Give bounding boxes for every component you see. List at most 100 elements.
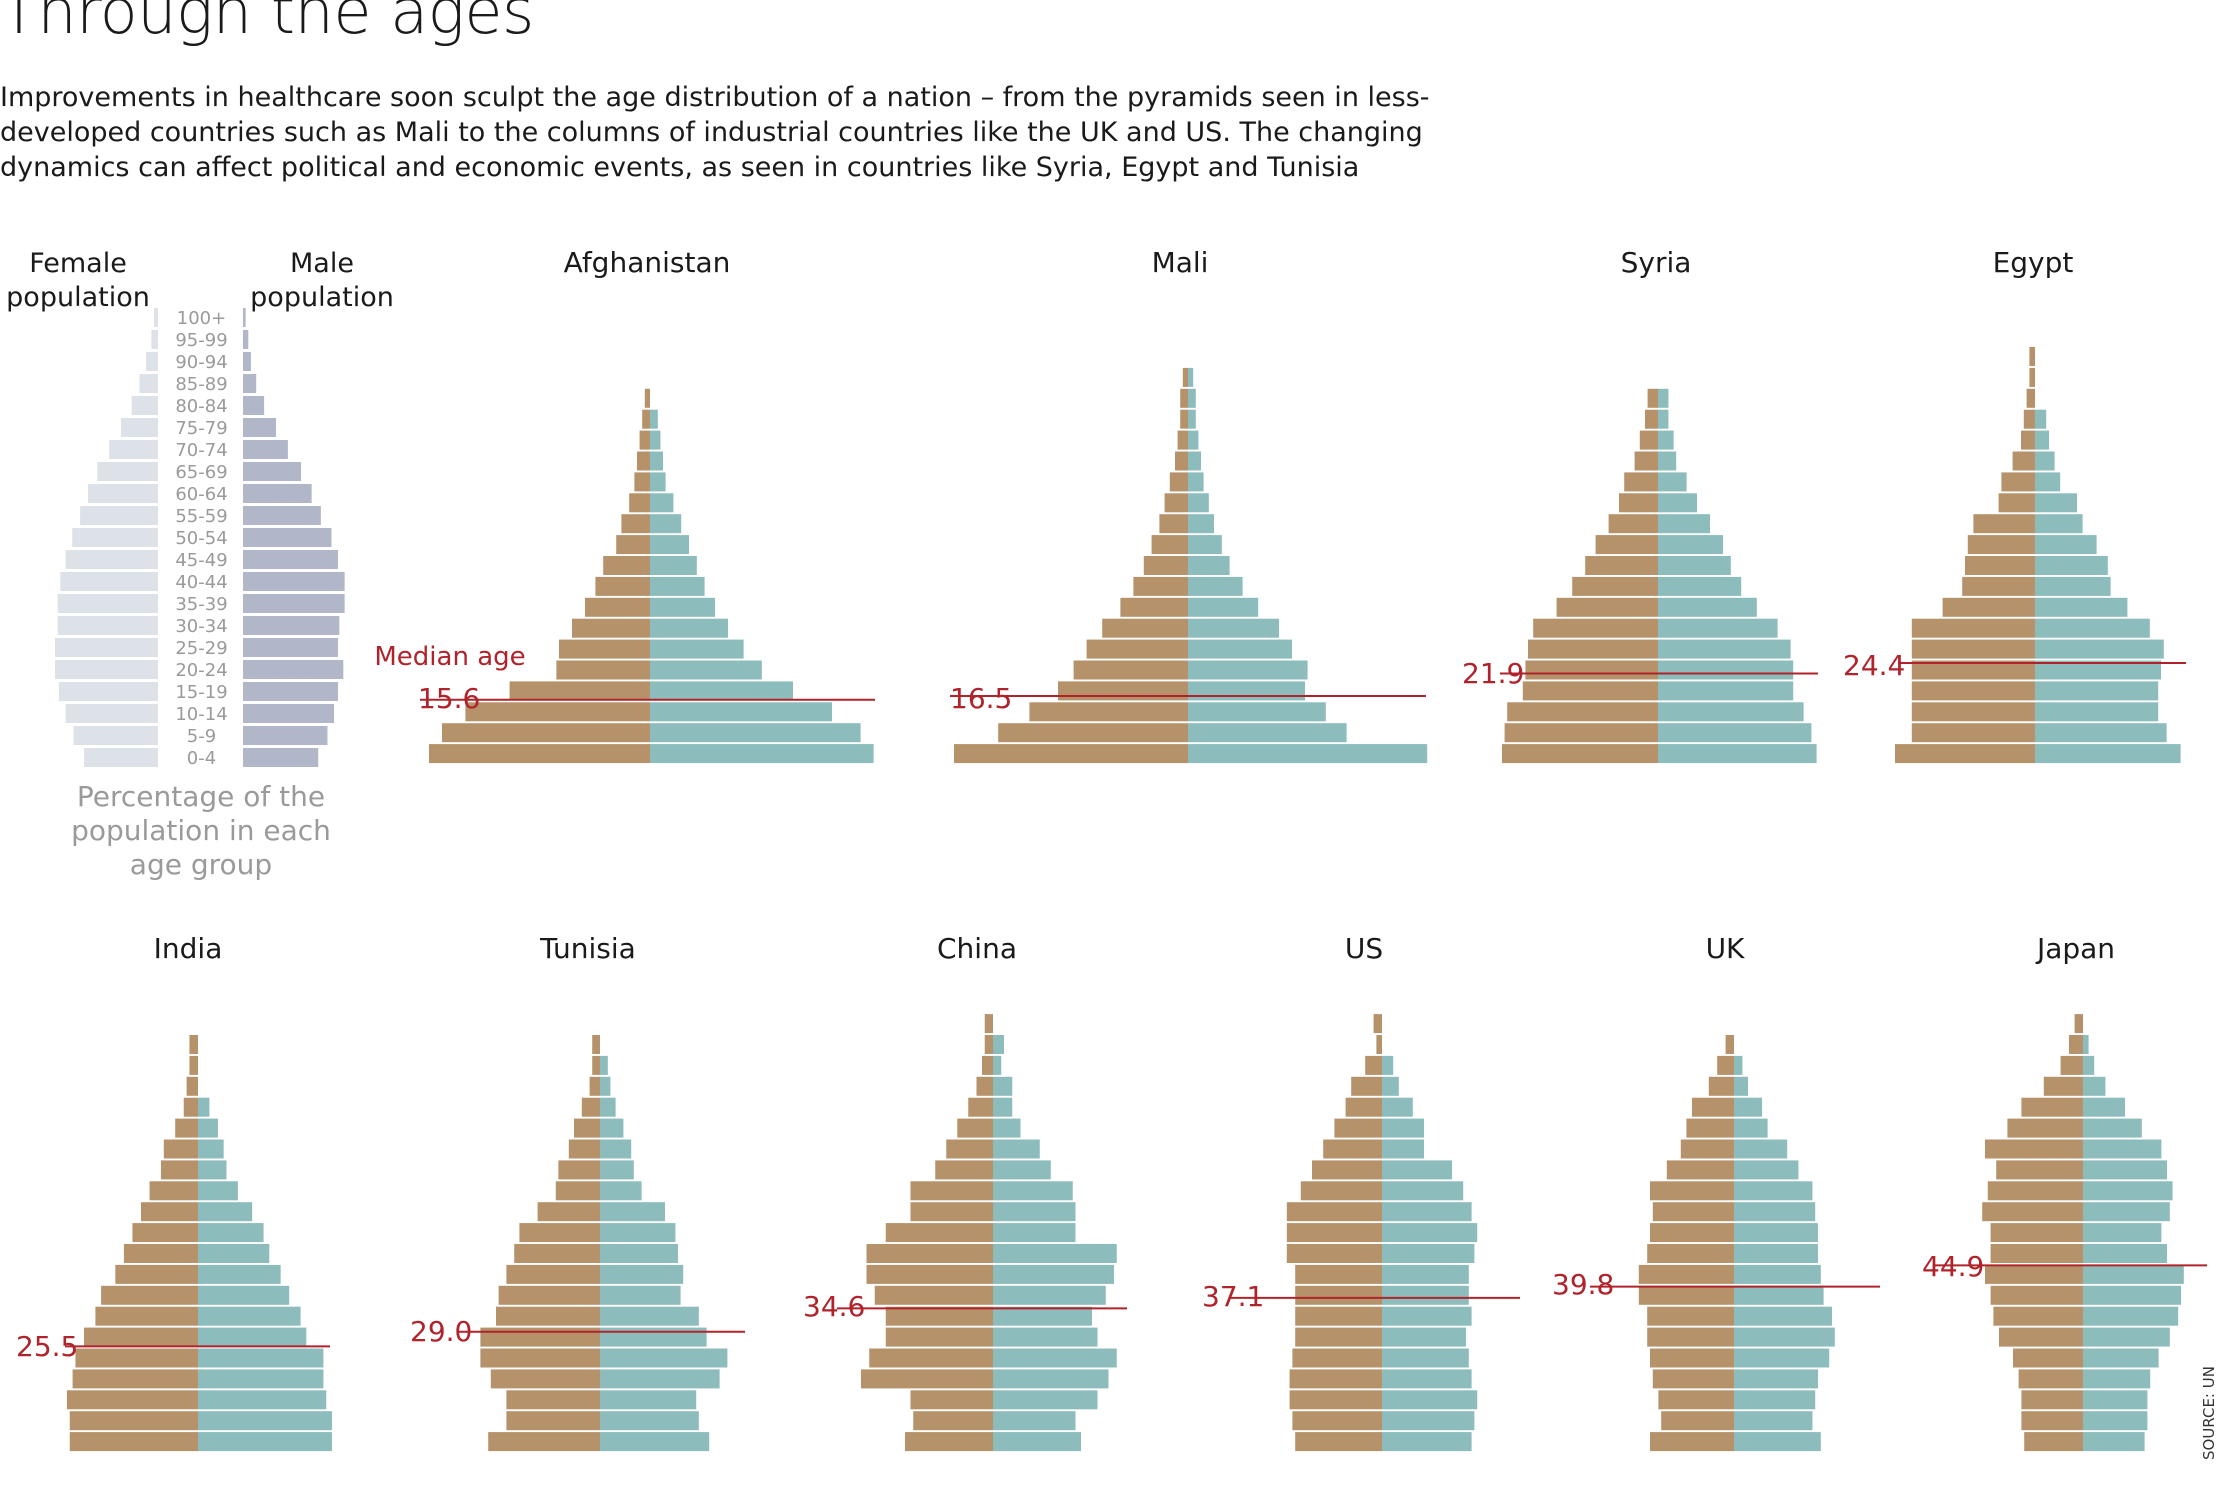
female-bar (866, 1244, 993, 1263)
female-bar (1967, 535, 2035, 555)
female-bar (1286, 1244, 1382, 1263)
female-bar (910, 1181, 993, 1201)
male-bar (1188, 639, 1292, 659)
median-age-value: 44.9 (1922, 1250, 1984, 1283)
male-bar (1188, 430, 1199, 450)
male-bar (1734, 1411, 1813, 1431)
female-bar (1658, 1390, 1734, 1410)
male-bar (198, 1223, 264, 1243)
male-bar (600, 1369, 720, 1389)
male-bar (993, 1202, 1076, 1222)
legend-female-bar (72, 528, 158, 547)
male-bar (1734, 1076, 1748, 1096)
legend-age-label: 0-4 (187, 748, 216, 769)
male-bar (1658, 388, 1669, 408)
male-bar (993, 1076, 1013, 1096)
male-bar (650, 576, 705, 596)
male-bar (2083, 1369, 2151, 1389)
female-bar (1289, 1390, 1382, 1410)
male-bar (2083, 1160, 2167, 1180)
female-bar (1522, 681, 1658, 701)
legend-female-bar (139, 374, 158, 393)
female-bar (1987, 1181, 2083, 1201)
female-bar (506, 1411, 600, 1431)
male-bar (993, 1097, 1013, 1117)
male-bar (1658, 451, 1677, 471)
legend-male-bar (243, 352, 251, 371)
male-bar (1658, 472, 1687, 492)
female-bar (175, 1118, 198, 1138)
legend-male-bar (243, 462, 302, 481)
legend-age-label: 75-79 (175, 418, 227, 439)
median-age-value: 21.9 (1462, 657, 1524, 690)
female-bar (946, 1139, 993, 1159)
female-bar (1312, 1160, 1382, 1180)
male-bar (993, 1432, 1081, 1452)
male-bar (198, 1285, 290, 1305)
male-bar (1734, 1369, 1818, 1389)
legend-age-label: 40-44 (175, 572, 227, 593)
female-bar (84, 1327, 198, 1347)
legend-age-label: 85-89 (175, 374, 227, 395)
male-bar (2083, 1139, 2162, 1159)
female-bar (1556, 597, 1658, 617)
male-bar (1734, 1285, 1824, 1305)
female-bar (1507, 702, 1658, 722)
female-bar (1120, 597, 1188, 617)
male-bar (2035, 472, 2061, 492)
female-bar (1650, 1348, 1734, 1368)
female-bar (1029, 702, 1188, 722)
female-bar (1895, 744, 2035, 764)
male-bar (993, 1139, 1040, 1159)
female-bar (874, 1285, 993, 1305)
female-bar (1086, 639, 1188, 659)
female-bar (621, 514, 650, 534)
male-bar (2083, 1076, 2106, 1096)
page-subtitle: Improvements in healthcare soon sculpt t… (0, 82, 1430, 183)
male-bar (2035, 660, 2161, 680)
male-bar (1188, 493, 1209, 513)
male-bar (1734, 1055, 1743, 1075)
male-bar (1188, 514, 1214, 534)
male-bar (650, 744, 874, 764)
female-bar (1652, 1202, 1734, 1222)
female-bar (1692, 1097, 1734, 1117)
male-bar (600, 1327, 707, 1347)
legend-age-label: 70-74 (175, 440, 227, 461)
male-bar (1734, 1327, 1835, 1347)
male-bar (2035, 493, 2077, 513)
male-bar (1658, 723, 1812, 743)
female-bar (1650, 1432, 1734, 1452)
legend-male-bar (243, 484, 312, 503)
male-bar (2035, 409, 2047, 429)
female-bar (968, 1097, 993, 1117)
female-bar (1295, 1432, 1382, 1452)
male-bar (198, 1369, 324, 1389)
pyramid-uk: UK 39.8 (1552, 932, 1880, 1452)
female-bar (1985, 1264, 2083, 1284)
male-bar (2035, 702, 2159, 722)
female-bar (1708, 1076, 1734, 1096)
male-bar (198, 1118, 218, 1138)
male-bar (1734, 1244, 1818, 1263)
legend-male-bar (243, 616, 340, 635)
male-bar (993, 1223, 1076, 1243)
female-bar (559, 639, 650, 659)
female-bar (861, 1369, 993, 1389)
male-bar (1382, 1118, 1424, 1138)
female-bar (637, 451, 650, 471)
male-bar (1658, 576, 1742, 596)
male-bar (600, 1411, 699, 1431)
legend-female-bar (97, 462, 158, 481)
legend-male-label: population (250, 282, 394, 313)
female-bar (1286, 1223, 1382, 1243)
female-bar (1585, 556, 1658, 575)
country-pyramids: Afghanistan 15.6 Mali 16.5 Syria 21.9 Egypt 24.… (16, 246, 2207, 1452)
female-bar (1286, 1202, 1382, 1222)
pyramid-syria: Syria 21.9 (1462, 246, 1818, 764)
female-bar (905, 1432, 993, 1452)
female-bar (514, 1244, 600, 1263)
female-bar (1292, 1411, 1382, 1431)
male-bar (993, 1306, 1092, 1326)
male-bar (2035, 556, 2108, 575)
